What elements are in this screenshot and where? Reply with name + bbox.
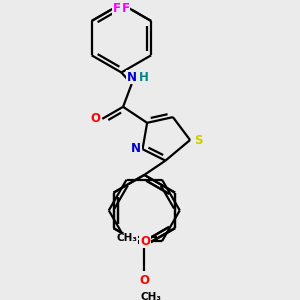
Text: S: S [194,134,202,146]
Text: F: F [122,2,129,15]
Text: F: F [113,2,121,15]
Text: O: O [90,112,100,125]
Text: N: N [127,70,137,84]
Text: H: H [139,70,149,84]
Text: CH₃: CH₃ [141,292,162,300]
Text: N: N [131,142,141,154]
Text: O: O [139,274,149,287]
Text: CH₃: CH₃ [116,233,137,243]
Text: O: O [140,235,150,248]
